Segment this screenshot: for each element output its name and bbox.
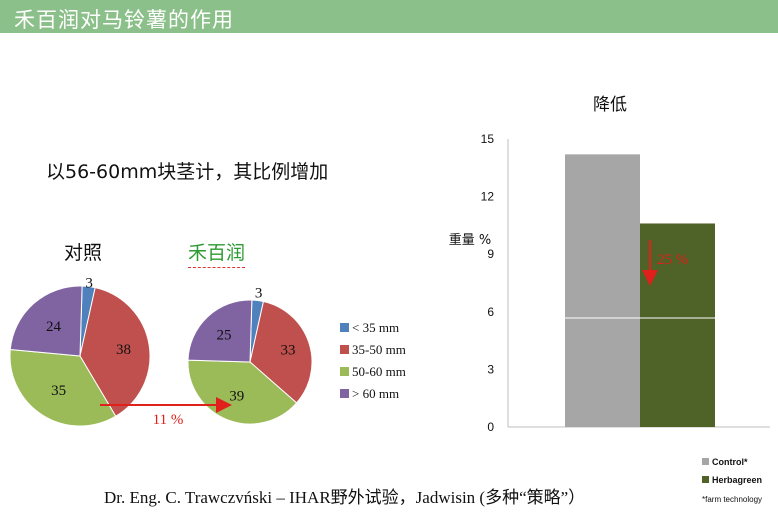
legend-swatch-3 bbox=[340, 389, 349, 398]
bar-y-tick-0: 0 bbox=[487, 420, 494, 434]
reduction-label: 25 % bbox=[657, 252, 688, 268]
legend-label-3: > 60 mm bbox=[352, 386, 399, 401]
legend-swatch-0 bbox=[340, 323, 349, 332]
title-bar: 禾百润对马铃薯的作用 bbox=[0, 0, 778, 33]
bar-y-tick-1: 3 bbox=[487, 362, 494, 376]
pie1-value-label-0: 3 bbox=[255, 286, 263, 302]
bar-y-tick-4: 12 bbox=[481, 190, 495, 204]
bar-chart-title: 降低 bbox=[593, 95, 627, 115]
pie0-value-label-3: 24 bbox=[46, 319, 62, 335]
pie1-slice-2 bbox=[187, 359, 298, 425]
pie0-slice-3 bbox=[9, 285, 83, 357]
pie1-value-label-3: 25 bbox=[216, 327, 231, 343]
bar-y-axis-label: 重量 % bbox=[449, 232, 492, 248]
legend-label-0: < 35 mm bbox=[352, 320, 399, 335]
bar-legend-label-0: Control* bbox=[712, 457, 748, 467]
bar-y-tick-3: 9 bbox=[487, 247, 494, 261]
bar-footnote: *farm technology bbox=[702, 495, 762, 504]
legend-swatch-2 bbox=[340, 367, 349, 376]
bar-legend-swatch-1 bbox=[702, 476, 709, 483]
pie1-slice-1 bbox=[249, 300, 313, 404]
bar-y-tick-2: 6 bbox=[487, 305, 494, 319]
pie-right-title: 禾百润 bbox=[188, 238, 246, 268]
bar-1 bbox=[640, 223, 715, 427]
increase-label: 11 % bbox=[153, 412, 184, 428]
source-footer: Dr. Eng. C. Trawczvński – IHAR野外试验，Jadwi… bbox=[104, 488, 586, 507]
legend-label-2: 50-60 mm bbox=[352, 364, 406, 379]
pie-subtitle: 以56-60mm块茎计，其比例增加 bbox=[46, 161, 329, 183]
pie1-slice-3 bbox=[187, 299, 253, 363]
bar-0 bbox=[565, 154, 640, 428]
pie0-slice-2 bbox=[9, 348, 117, 427]
pie1-value-label-2: 39 bbox=[229, 388, 244, 404]
slide-title: 禾百润对马铃薯的作用 bbox=[14, 8, 234, 32]
pie0-value-label-2: 35 bbox=[51, 383, 66, 399]
bar-y-tick-5: 15 bbox=[481, 132, 495, 146]
legend-label-1: 35-50 mm bbox=[352, 342, 406, 357]
bar-legend-swatch-0 bbox=[702, 458, 709, 465]
pie1-value-label-1: 33 bbox=[281, 343, 296, 359]
pie0-value-label-0: 3 bbox=[85, 276, 93, 292]
bar-legend-label-1: Herbagreen bbox=[712, 475, 762, 485]
pie-left-title: 对照 bbox=[64, 242, 103, 264]
pie0-value-label-1: 38 bbox=[116, 342, 131, 358]
legend-swatch-1 bbox=[340, 345, 349, 354]
